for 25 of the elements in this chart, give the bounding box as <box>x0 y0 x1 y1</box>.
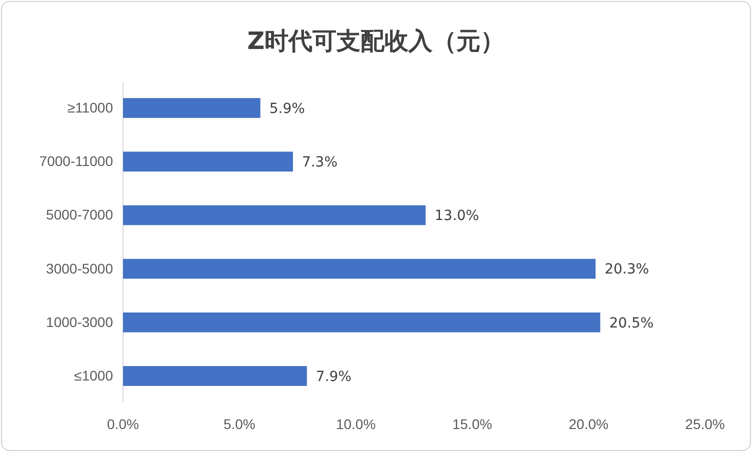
y-tick-label: 3000-5000 <box>46 260 114 276</box>
x-tick-label: 20.0% <box>568 416 608 432</box>
chart-title: Z时代可支配收入（元） <box>247 27 505 55</box>
x-tick-label: 0.0% <box>107 416 139 432</box>
data-label: 20.5% <box>609 315 654 332</box>
bar <box>123 98 260 118</box>
x-tick-label: 25.0% <box>685 416 725 432</box>
bar <box>123 258 596 279</box>
data-label: 7.3% <box>302 154 338 170</box>
data-label: 7.9% <box>316 368 352 385</box>
bar <box>123 205 426 226</box>
y-tick-label: 1000-3000 <box>46 314 114 330</box>
x-tick-label: 15.0% <box>452 416 492 432</box>
data-label: 13.0% <box>434 208 480 224</box>
x-tick-label: 10.0% <box>336 416 376 432</box>
y-tick-label: 5000-7000 <box>46 206 114 223</box>
x-tick-label: 5.0% <box>223 416 256 432</box>
bar <box>123 152 293 172</box>
data-label: 20.3% <box>604 262 650 278</box>
y-tick-label: ≥11000 <box>67 99 114 116</box>
bar <box>123 312 600 332</box>
data-label: 5.9% <box>269 100 305 117</box>
bar <box>123 366 307 386</box>
y-tick-label: 7000-11000 <box>39 153 114 170</box>
y-tick-label: ≤1000 <box>74 367 114 384</box>
